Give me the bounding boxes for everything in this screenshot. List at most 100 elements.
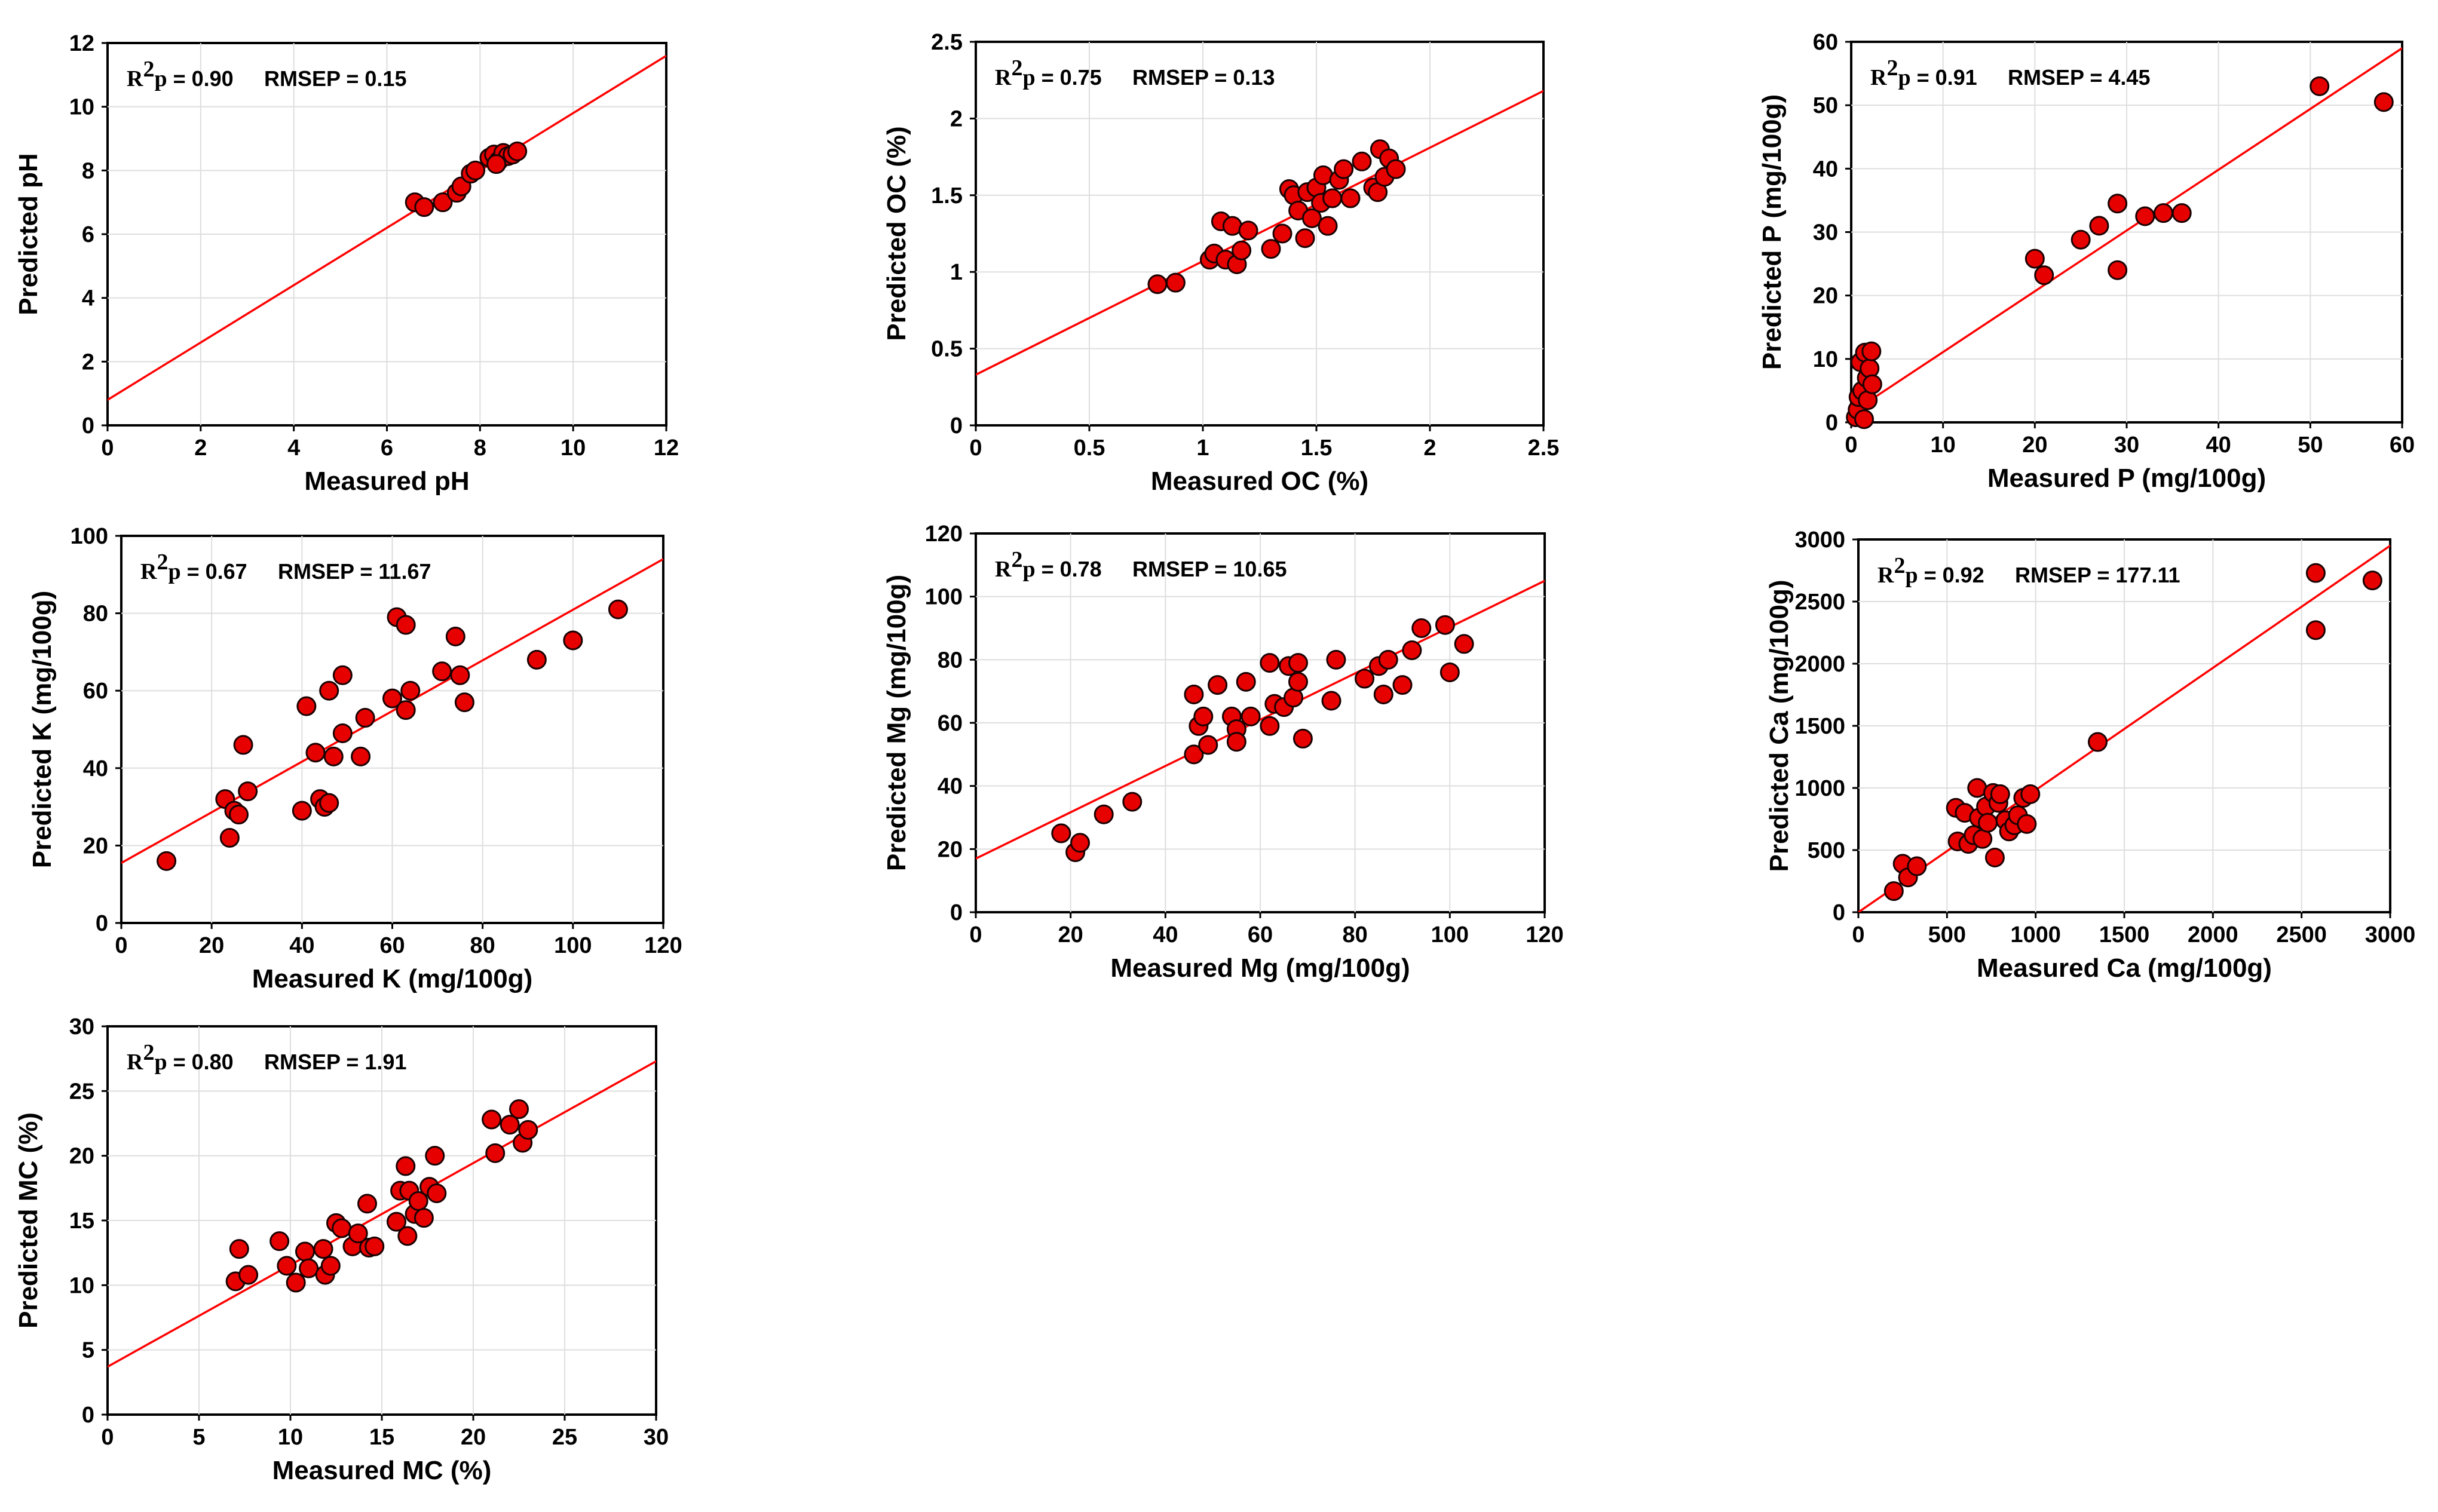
y-tick-label: 1500: [1794, 714, 1845, 739]
r2p-symbol: R: [1877, 563, 1894, 588]
y-tick-label: 60: [83, 679, 108, 704]
rmsep-annotation: RMSEP = 0.15: [264, 66, 406, 91]
x-tick-label: 12: [654, 435, 679, 461]
x-tick-label: 1000: [2010, 922, 2061, 947]
data-point: [450, 665, 470, 685]
x-tick-label: 60: [2390, 433, 2415, 458]
chart-ca: 0 500 1000 1500 2000 2500 3000 0 500 1000 1500 2000…: [1765, 527, 2415, 983]
r2p-subscript: p: [1905, 563, 1918, 588]
data-point: [1883, 881, 1904, 901]
x-axis-title: Measured OC (%): [1151, 467, 1368, 496]
y-tick-label: 0: [82, 413, 94, 438]
fit-line: [121, 558, 663, 864]
data-point: [1984, 847, 2005, 867]
x-tick-label: 5: [192, 1425, 205, 1450]
data-point: [396, 1156, 416, 1176]
r2p-value: = 0.67: [181, 559, 247, 584]
data-point: [414, 197, 434, 217]
data-point: [427, 1183, 447, 1203]
data-point: [485, 1143, 506, 1163]
y-tick-label: 60: [1813, 30, 1838, 55]
y-tick-label: 2: [950, 106, 963, 131]
data-point: [2305, 620, 2326, 640]
rmsep-annotation: RMSEP = 11.67: [278, 559, 431, 584]
r2p-subscript: p: [154, 1050, 167, 1075]
data-point: [2108, 194, 2128, 214]
data-point: [1272, 223, 1292, 244]
y-tick-label: 25: [69, 1079, 94, 1104]
data-point: [1326, 649, 1346, 670]
x-tick-label: 1: [1196, 435, 1209, 461]
data-point: [1301, 208, 1322, 228]
data-point: [608, 599, 628, 619]
y-tick-label: 12: [69, 31, 94, 56]
data-point: [500, 1115, 520, 1135]
x-tick-label: 2.5: [1528, 435, 1560, 461]
y-tick-label: 4: [82, 286, 94, 311]
data-point: [1238, 220, 1258, 241]
y-tick-label: 5: [82, 1338, 94, 1363]
data-point: [433, 192, 453, 213]
r2p-subscript: p: [168, 559, 180, 584]
data-point: [319, 680, 339, 701]
data-point: [2135, 206, 2155, 226]
fit-line: [976, 90, 1543, 376]
x-tick-label: 80: [470, 933, 495, 958]
data-point: [2089, 216, 2109, 236]
x-axis-title: Measured K (mg/100g): [252, 964, 532, 993]
data-point: [1435, 615, 1455, 635]
x-tick-label: 10: [561, 435, 586, 461]
y-tick-label: 30: [69, 1014, 94, 1039]
y-tick-label: 80: [83, 602, 108, 627]
x-tick-label: 1500: [2099, 922, 2150, 947]
r2p-subscript: p: [154, 66, 167, 91]
r2p-subscript: p: [1022, 65, 1035, 90]
data-point: [518, 1120, 538, 1140]
data-point: [1193, 706, 1214, 726]
data-point: [1260, 653, 1280, 673]
data-point: [1907, 856, 1927, 876]
data-point: [1094, 804, 1114, 824]
data-point: [1392, 675, 1413, 695]
y-tick-label: 20: [69, 1144, 94, 1169]
data-point: [1373, 684, 1393, 704]
data-point: [332, 665, 353, 685]
data-point: [1978, 812, 1998, 833]
data-point: [1208, 675, 1228, 695]
data-point: [1854, 409, 1875, 430]
data-point: [1322, 188, 1343, 208]
fit-line: [108, 1060, 656, 1368]
data-point: [348, 1223, 368, 1244]
x-axis-title: Measured MC (%): [272, 1456, 492, 1485]
data-point: [365, 1236, 385, 1256]
data-point: [1295, 228, 1315, 249]
data-point: [2362, 571, 2382, 591]
r2p-annotation: R2p = 0.91: [1870, 56, 1977, 90]
y-tick-label: 40: [938, 774, 963, 799]
fit-line: [1851, 47, 2402, 414]
x-tick-label: 2: [1423, 435, 1436, 461]
r2p-symbol: R: [127, 66, 143, 91]
data-point: [396, 615, 416, 635]
r2p-value: = 0.75: [1036, 65, 1102, 90]
y-axis-title: Predicted P (mg/100g): [1757, 94, 1787, 370]
data-point: [313, 1239, 333, 1259]
data-point: [295, 1241, 315, 1262]
y-tick-label: 2: [82, 349, 94, 375]
r2p-annotation: R2p = 0.75: [995, 56, 1102, 90]
data-point: [482, 1109, 502, 1130]
r2p-annotation: R2p = 0.78: [995, 547, 1102, 582]
y-tick-label: 20: [1813, 284, 1838, 309]
x-axis-title: Measured Mg (mg/100g): [1110, 953, 1410, 983]
data-point: [332, 1218, 352, 1238]
x-tick-label: 6: [381, 435, 393, 461]
y-tick-label: 1000: [1794, 776, 1845, 801]
y-tick-label: 1.5: [931, 183, 963, 208]
data-point: [509, 1099, 529, 1120]
r2p-superscript: 2: [157, 550, 168, 575]
x-tick-label: 20: [461, 1425, 486, 1450]
rmsep-annotation: RMSEP = 1.91: [264, 1050, 406, 1074]
fit-line: [1858, 544, 2390, 912]
data-point: [1051, 823, 1071, 844]
